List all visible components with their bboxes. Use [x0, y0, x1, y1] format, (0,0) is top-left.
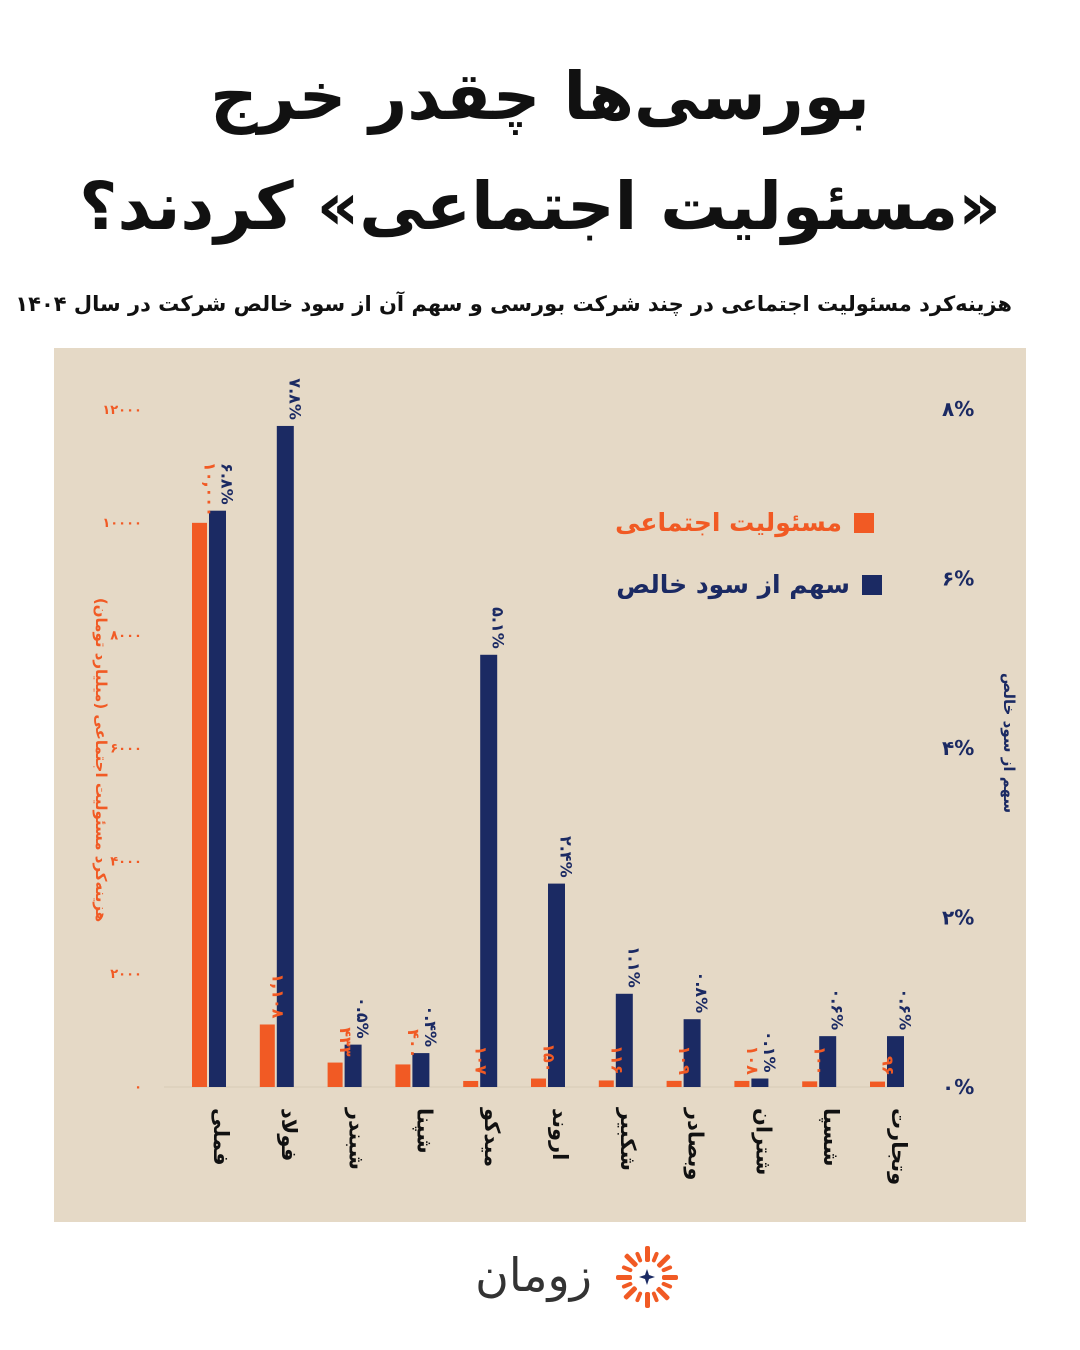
bar-social-responsibility [870, 1081, 885, 1087]
left-axis-tick-label: ۰ [134, 1080, 142, 1095]
data-label-social-responsibility: ۹۶ [879, 1056, 898, 1076]
bar-profit-share [344, 1044, 362, 1087]
bar-social-responsibility [531, 1078, 546, 1087]
left-axis-tick-label: ۲۰۰۰ [110, 967, 142, 982]
bar-social-responsibility [259, 1024, 275, 1087]
bar-profit-share [615, 993, 633, 1087]
category-label: فولاد [277, 1108, 301, 1161]
bar-profit-share [751, 1078, 769, 1087]
data-label-profit-share: ۰.۴% [421, 1005, 440, 1047]
data-label-profit-share: ۰.۱% [760, 1031, 779, 1073]
data-label-social-responsibility: ۱۱۶ [607, 1045, 626, 1074]
right-axis-tick-label: ۲% [942, 906, 974, 930]
left-axis-tick-label: ۱۰۰۰۰ [102, 516, 142, 531]
category-label: شکبیر [616, 1107, 640, 1171]
bar-profit-share [412, 1053, 430, 1087]
left-axis-tick-label: ۴۰۰۰ [110, 854, 142, 869]
data-label-social-responsibility: ۴۳۳ [336, 1027, 355, 1057]
left-axis-tick-label: ۶۰۰۰ [110, 742, 142, 757]
left-axis-tick-label: ۱۲۰۰۰ [102, 403, 142, 418]
right-axis-title: سهم از سود خالص [1000, 673, 1018, 813]
bar-profit-share [480, 654, 498, 1087]
chart-panel: ۰ ۲۰۰۰ ۴۰۰۰ ۶۰۰۰ ۸۰۰۰ ۱۰۰۰۰ ۱۲۰۰۰ ۰% ۲% ۴% ۶% ۸% هزی… [54, 348, 1026, 1222]
data-label-social-responsibility: ۴۰۰ [404, 1029, 423, 1058]
category-label: اروند [548, 1108, 572, 1160]
brand-logo: زومان [412, 1238, 678, 1318]
bar-social-responsibility [598, 1080, 614, 1087]
legend-label-1: مسئولیت اجتماعی [615, 508, 842, 537]
bar-social-responsibility [802, 1081, 818, 1087]
right-axis-tick-label: ۸% [942, 397, 974, 421]
data-label-profit-share: ۰.۸% [692, 972, 711, 1014]
data-label-profit-share: ۱.۱% [624, 946, 643, 988]
category-label: شبندر [345, 1107, 369, 1170]
bar-social-responsibility [666, 1080, 682, 1087]
bar-profit-share [209, 510, 226, 1087]
left-axis-title: هزینه‌کرد مسئولیت اجتماعی (میلیارد تومان… [92, 598, 110, 922]
category-label: فملی [209, 1108, 233, 1166]
right-axis-tick-label: ۰% [942, 1075, 974, 1099]
bar-profit-share [548, 883, 565, 1087]
bar-profit-share [683, 1019, 701, 1087]
data-label-social-responsibility: ۱۰۸ [743, 1046, 762, 1076]
bar-profit-share [887, 1036, 904, 1087]
sunburst-icon [616, 1246, 678, 1308]
data-label-social-responsibility: ۱۰۷ [472, 1046, 491, 1076]
category-label: میدکو [480, 1107, 504, 1167]
legend-item-social-responsibility: مسئولیت اجتماعی [615, 508, 874, 537]
title-line-2: «مسئولیت اجتماعی» کردند؟ [79, 168, 1001, 245]
chart-subtitle: هزینه‌کرد مسئولیت اجتماعی در چند شرکت بو… [15, 292, 1012, 316]
legend-swatch-navy [862, 574, 882, 595]
bar-chart: ۰ ۲۰۰۰ ۴۰۰۰ ۶۰۰۰ ۸۰۰۰ ۱۰۰۰۰ ۱۲۰۰۰ ۰% ۲% ۴% ۶% ۸% هزی… [92, 378, 1018, 1185]
right-axis-tick-label: ۶% [942, 567, 974, 591]
brand-name: زومان [475, 1248, 592, 1302]
legend-item-profit-share: سهم از سود خالص [616, 570, 882, 599]
category-label: شپنا [412, 1108, 436, 1154]
bar-social-responsibility [395, 1064, 411, 1087]
data-label-profit-share: ۶.۸% [218, 463, 237, 505]
data-label-social-responsibility: ۱,۱۰۸ [268, 973, 287, 1018]
right-axis-tick-label: ۴% [942, 736, 974, 760]
bar-social-responsibility [734, 1080, 750, 1087]
data-label-profit-share: ۵.۱% [489, 607, 508, 649]
category-label: شسپا [819, 1108, 843, 1166]
bar-social-responsibility [327, 1062, 343, 1087]
data-label-profit-share: ۰.۵% [353, 997, 372, 1039]
data-label-profit-share: ۰.۶% [896, 989, 915, 1031]
bar-social-responsibility [192, 522, 207, 1087]
category-label: شتران [751, 1108, 775, 1175]
data-label-profit-share: ۷.۸% [285, 378, 304, 420]
data-label-profit-share: ۰.۶% [828, 989, 847, 1031]
category-label: وبصادر [684, 1107, 708, 1180]
legend-label-2: سهم از سود خالص [616, 570, 850, 599]
bar-profit-share [819, 1036, 837, 1087]
data-label-social-responsibility: ۱۰۰ [811, 1046, 830, 1075]
data-label-social-responsibility: ۱۰,۰۰۰ [201, 462, 220, 517]
category-label: وتجارت [887, 1108, 911, 1185]
left-axis-tick-label: ۸۰۰۰ [110, 629, 142, 644]
data-label-social-responsibility: ۱۵۰ [540, 1043, 559, 1072]
title-line-1: بورسی‌ها چقدر خرج [210, 58, 870, 135]
data-label-profit-share: ۲.۴% [557, 836, 576, 878]
legend-swatch-orange [854, 512, 874, 533]
bar-profit-share [276, 425, 294, 1087]
data-label-social-responsibility: ۱۰۹ [675, 1046, 694, 1076]
bar-social-responsibility [463, 1080, 479, 1087]
